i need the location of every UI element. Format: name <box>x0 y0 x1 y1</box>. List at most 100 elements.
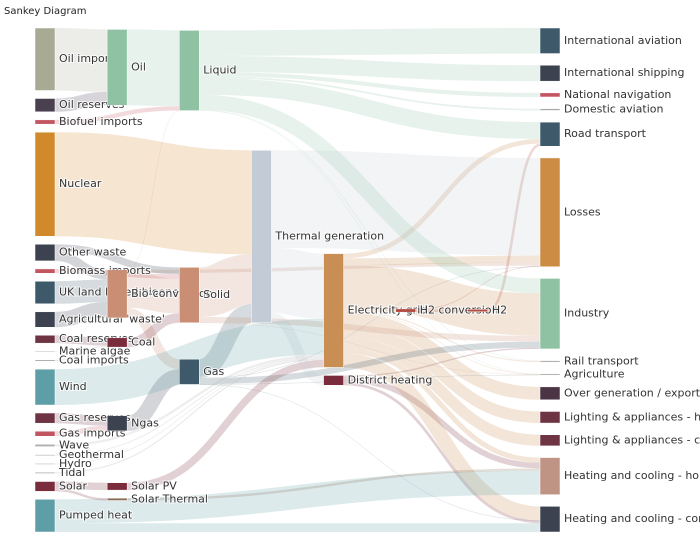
link <box>126 273 180 314</box>
node <box>34 454 56 456</box>
link <box>343 353 541 521</box>
node <box>106 497 128 501</box>
node-label: Lighting & appliances - commercial <box>564 433 700 446</box>
link <box>127 359 324 491</box>
node-label: International aviation <box>564 34 682 47</box>
node-label: Solar Thermal <box>131 492 208 505</box>
node-label: Nuclear <box>59 177 102 190</box>
node-label: District heating <box>348 373 433 386</box>
link <box>54 279 108 304</box>
node <box>539 360 561 363</box>
node <box>34 131 56 237</box>
link <box>199 374 541 385</box>
link <box>487 143 541 312</box>
link <box>54 335 108 346</box>
link <box>54 425 108 437</box>
link <box>343 307 396 313</box>
node <box>34 472 56 474</box>
node <box>539 108 561 111</box>
link <box>54 317 108 352</box>
node-label: Coal <box>131 335 155 348</box>
link <box>199 77 541 139</box>
node <box>539 506 561 533</box>
node <box>539 64 561 82</box>
node <box>106 337 128 348</box>
node <box>34 368 56 406</box>
node-label: Biofuel imports <box>59 115 143 128</box>
link <box>343 312 541 400</box>
link <box>54 470 541 524</box>
node <box>34 499 56 533</box>
node-label: Electricity grid <box>348 304 428 317</box>
link <box>54 488 108 501</box>
node-label: Oil imports <box>59 52 120 65</box>
node-label: Losses <box>564 205 601 218</box>
node <box>395 308 416 313</box>
node <box>106 415 128 432</box>
node-label: National navigation <box>564 88 671 101</box>
node-label: H2 conversion <box>420 304 499 317</box>
node-label: International shipping <box>564 66 684 79</box>
node-label: Other waste <box>59 246 127 259</box>
node-label: Lighting & appliances - homes <box>564 410 700 423</box>
node <box>539 434 561 447</box>
node-label: Wave <box>59 438 89 451</box>
link <box>199 71 541 97</box>
node-label: Gas <box>203 365 224 378</box>
node <box>34 463 56 465</box>
node <box>179 30 200 111</box>
link <box>199 266 541 379</box>
node-label: Thermal generation <box>274 230 384 243</box>
link <box>197 254 253 317</box>
link <box>199 28 541 56</box>
link <box>54 358 324 474</box>
node-label: Domestic aviation <box>564 103 663 116</box>
link <box>54 251 108 280</box>
node <box>34 444 56 447</box>
link <box>343 347 541 377</box>
link <box>343 311 541 363</box>
link <box>54 481 108 491</box>
node <box>179 358 200 385</box>
node-label: H2 <box>492 304 507 317</box>
node-label: Over generation / exports <box>564 386 700 399</box>
link <box>270 312 325 386</box>
node-label: Tidal <box>58 466 85 479</box>
link <box>197 303 254 379</box>
node <box>34 280 56 305</box>
node-label: Liquid <box>203 63 236 76</box>
node-label: Wind <box>59 380 87 393</box>
link <box>54 354 324 447</box>
node-label: Road transport <box>564 127 647 140</box>
link <box>54 357 324 465</box>
node-label: Rail transport <box>564 354 639 367</box>
node <box>539 121 561 147</box>
node-label: Heating and cooling - homes <box>564 469 700 482</box>
node <box>106 269 128 319</box>
link <box>126 313 180 348</box>
node <box>539 157 561 268</box>
link <box>343 376 541 469</box>
link <box>271 150 541 256</box>
link <box>199 110 541 375</box>
link <box>343 312 541 375</box>
node-label: Coal imports <box>59 353 129 366</box>
node <box>106 29 128 106</box>
link <box>54 413 108 426</box>
node <box>467 308 489 313</box>
node-label: Hydro <box>59 457 92 470</box>
node <box>34 27 56 91</box>
node <box>34 268 56 274</box>
node <box>34 430 56 437</box>
node <box>34 311 56 328</box>
link <box>125 369 181 431</box>
node <box>539 411 561 424</box>
link <box>343 138 541 259</box>
link <box>54 356 324 456</box>
node <box>251 150 272 324</box>
node-label: Solid <box>203 288 230 301</box>
node-label: UK land based bioenergy <box>59 286 197 299</box>
link <box>54 91 108 112</box>
